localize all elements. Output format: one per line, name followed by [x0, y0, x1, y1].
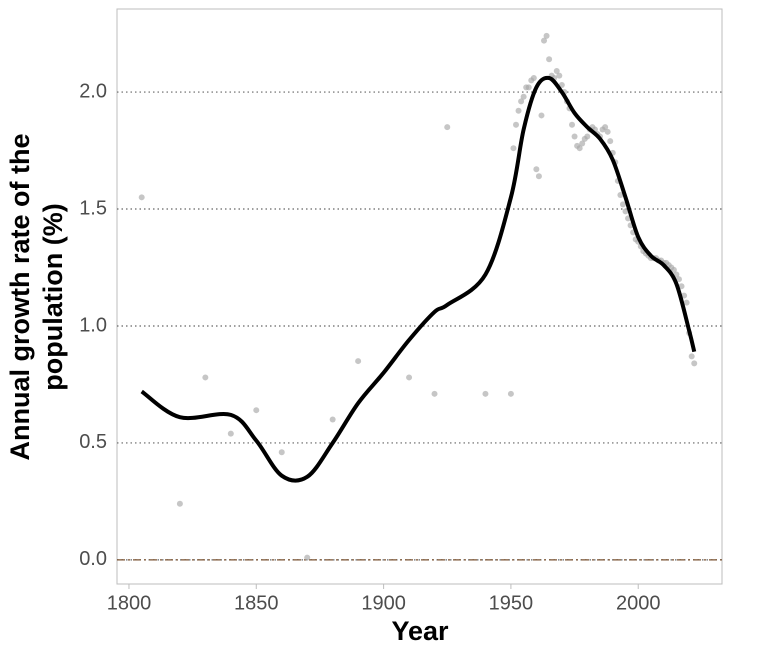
data-point [617, 191, 624, 198]
plot-frame [116, 8, 723, 585]
data-point [520, 93, 527, 100]
data-point [329, 416, 336, 423]
data-point [431, 390, 438, 397]
data-point [622, 208, 629, 215]
data-point [546, 56, 553, 63]
data-point [579, 140, 586, 147]
data-point [678, 283, 685, 290]
data-point [688, 353, 695, 360]
x-tick-label: 1950 [489, 592, 534, 614]
data-point [227, 430, 234, 437]
data-point [691, 360, 698, 367]
x-axis-label: Year [391, 616, 449, 646]
y-tick-label: 2.0 [79, 80, 107, 102]
y-tick-label: 0.5 [79, 431, 107, 453]
y-tick-label: 0.0 [79, 548, 107, 570]
data-point [176, 500, 183, 507]
data-point [675, 276, 682, 283]
data-point [253, 407, 260, 414]
data-point [535, 173, 542, 180]
data-point [556, 72, 563, 79]
data-point [482, 390, 489, 397]
data-point [541, 37, 548, 44]
data-point [355, 358, 362, 365]
y-axis-label-line: Annual growth rate of the [5, 134, 35, 461]
data-point [673, 271, 680, 278]
x-tick-label: 1800 [107, 592, 152, 614]
y-axis-label: Annual growth rate of the population (%) [5, 134, 68, 461]
data-point [604, 128, 611, 135]
x-tick-label: 1850 [234, 592, 279, 614]
data-point [619, 201, 626, 208]
data-point [670, 266, 677, 273]
data-point [510, 145, 517, 152]
data-point [533, 166, 540, 173]
x-tick-label: 1900 [361, 592, 406, 614]
data-point [543, 32, 550, 39]
data-point [584, 133, 591, 140]
data-point [444, 124, 451, 131]
data-point [530, 75, 537, 82]
data-point [507, 390, 514, 397]
data-point [518, 98, 525, 105]
data-point [553, 67, 560, 74]
x-tick-label: 2000 [616, 592, 661, 614]
data-point [525, 84, 532, 91]
data-point [607, 138, 614, 145]
trend-line [140, 75, 697, 483]
data-point [278, 449, 285, 456]
y-tick-label: 1.0 [79, 314, 107, 336]
data-point [683, 299, 690, 306]
data-point [138, 194, 145, 201]
y-axis-label-line: population (%) [38, 203, 68, 390]
data-point [202, 374, 209, 381]
data-point [569, 121, 576, 128]
data-point [571, 133, 578, 140]
data-point [576, 145, 583, 152]
data-point [602, 124, 609, 131]
y-tick-label: 1.5 [79, 197, 107, 219]
data-point [513, 121, 520, 128]
data-point [538, 112, 545, 119]
data-point [406, 374, 413, 381]
data-point [304, 554, 311, 561]
data-point [515, 107, 522, 114]
